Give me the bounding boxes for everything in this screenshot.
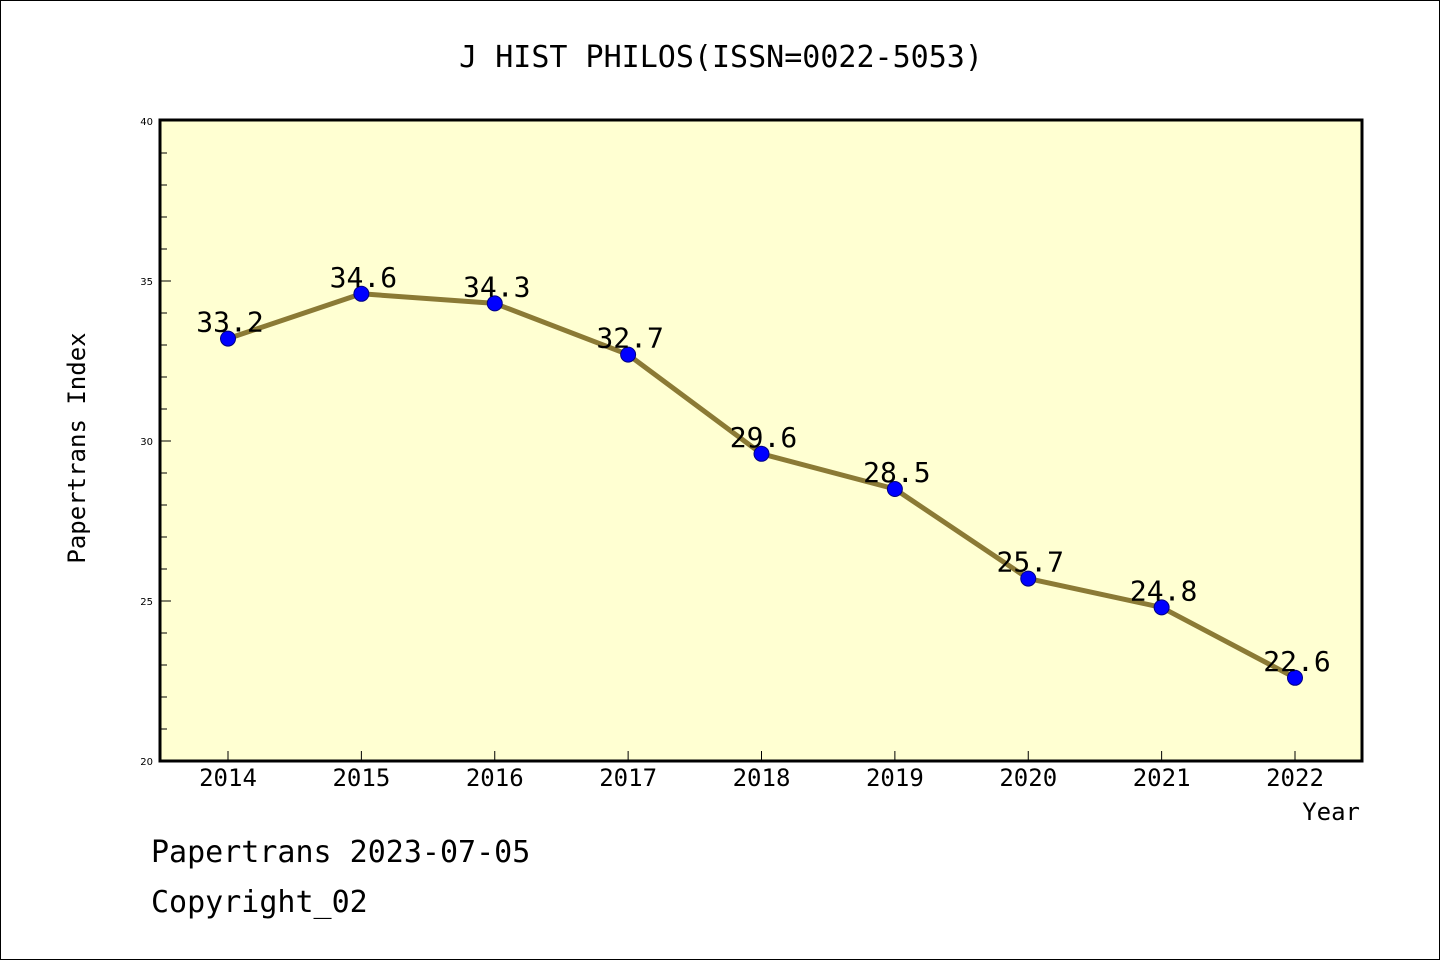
x-tick-label: 2018: [733, 764, 791, 792]
x-tick-label: 2017: [599, 764, 657, 792]
x-tick-label: 2015: [332, 764, 390, 792]
data-label: 25.7: [997, 546, 1064, 579]
data-labels: 33.2 34.6 34.3 32.7 29.6 28.5 25.7 24.8 22.6: [196, 261, 1330, 678]
x-tick-label: 2022: [1266, 764, 1324, 792]
footer-copyright: Copyright_02: [151, 885, 368, 920]
x-tick-label: 2019: [866, 764, 924, 792]
y-axis-title: Papertrans Index: [63, 332, 91, 563]
data-point: [486, 295, 503, 312]
y-tick-label: 20: [140, 757, 153, 768]
data-label: 22.6: [1263, 645, 1330, 678]
data-label: 28.5: [863, 456, 930, 489]
x-tick-label: 2021: [1133, 764, 1191, 792]
data-point: [1287, 669, 1303, 686]
data-point: [886, 481, 903, 497]
data-point: [753, 445, 770, 462]
plot-area: [158, 118, 1364, 763]
data-point: [1020, 570, 1037, 587]
data-point: [620, 346, 637, 363]
y-tick-label: 25: [140, 597, 153, 608]
y-tick-label: 30: [140, 437, 153, 448]
data-point: [220, 330, 236, 347]
data-label: 34.3: [463, 270, 530, 303]
data-label: 34.6: [330, 261, 397, 294]
x-axis: 2014 2015 2016 2017 2018 2019 2020 2021 2022: [199, 751, 1324, 792]
x-tick-label: 2014: [199, 764, 257, 792]
data-label: 32.7: [596, 322, 663, 355]
y-tick-label: 35: [140, 277, 153, 288]
data-label: 24.8: [1130, 574, 1197, 607]
data-point: [1153, 599, 1170, 616]
footer-date: Papertrans 2023-07-05: [151, 835, 531, 870]
series-layer: [220, 285, 1303, 686]
chart-title: J HIST PHILOS(ISSN=0022-5053): [459, 40, 983, 75]
x-axis-title: Year: [1302, 798, 1360, 826]
data-label: 33.2: [196, 306, 263, 339]
x-tick-label: 2020: [999, 764, 1057, 792]
y-axis: 20 25 30 35 40: [140, 117, 171, 768]
x-tick-label: 2016: [466, 764, 524, 792]
data-label: 29.6: [730, 421, 797, 454]
y-tick-label: 40: [140, 117, 153, 128]
data-point: [353, 285, 370, 302]
